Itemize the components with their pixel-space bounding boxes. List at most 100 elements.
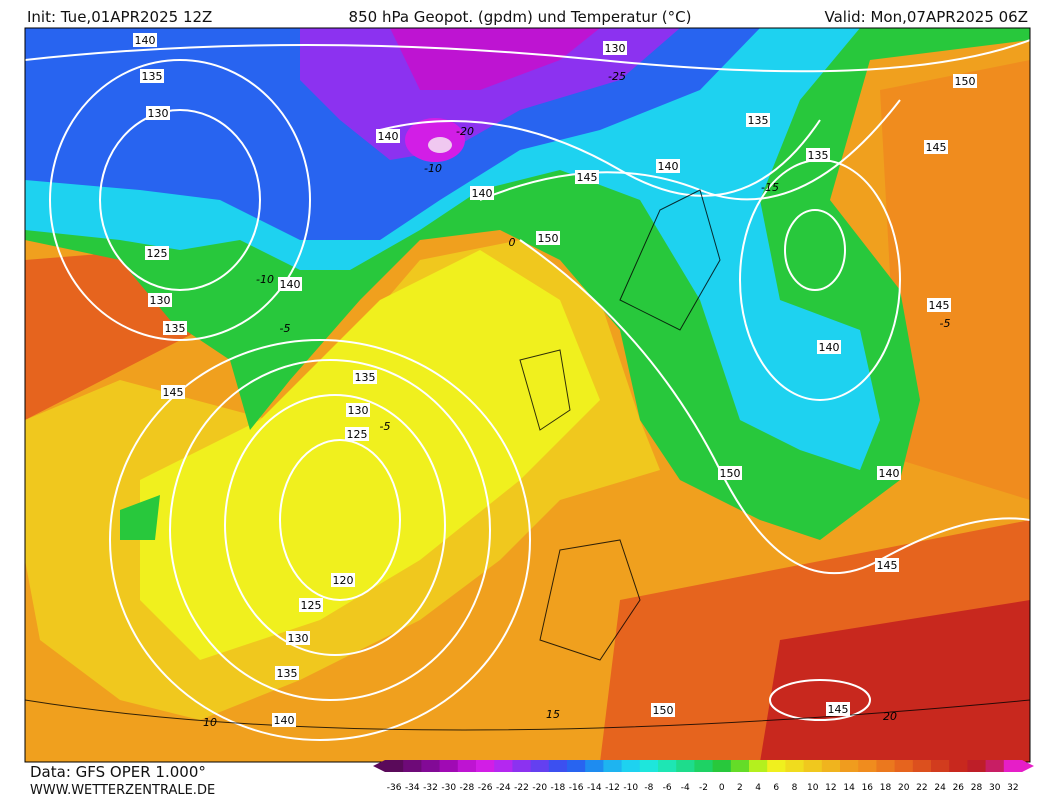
contour-label-box bbox=[875, 558, 899, 572]
temperature-label: -25 bbox=[608, 70, 626, 83]
geopotential-label: 130 bbox=[288, 632, 309, 645]
geopotential-label: 145 bbox=[163, 386, 184, 399]
colorbar-tick-label: 22 bbox=[916, 783, 927, 793]
colorbar-tick-label: -20 bbox=[532, 783, 547, 793]
contour-label-box bbox=[877, 466, 901, 480]
colorbar-tick-label: -16 bbox=[569, 783, 584, 793]
contour-label-box bbox=[140, 69, 164, 83]
colorbar-cell bbox=[749, 760, 768, 772]
colorbar-tick-label: 4 bbox=[755, 783, 761, 793]
colorbar-tick-label: 24 bbox=[934, 783, 946, 793]
colorbar-cell bbox=[385, 760, 404, 772]
colorbar-cell bbox=[512, 760, 532, 772]
geopotential-label: 140 bbox=[378, 130, 399, 143]
contour-label-box bbox=[145, 246, 169, 260]
init-time: Init: Tue,01APR2025 12Z bbox=[27, 8, 212, 26]
colorbar-tick-label: 16 bbox=[862, 783, 874, 793]
temperature-label: -20 bbox=[456, 125, 474, 138]
contour-label-box bbox=[275, 666, 299, 680]
colorbar-tick-label: -34 bbox=[405, 783, 420, 793]
geopotential-label: 135 bbox=[748, 114, 769, 127]
contour-label-box bbox=[353, 370, 377, 384]
geopotential-label: 140 bbox=[819, 341, 840, 354]
colorbar-tick-label: -14 bbox=[587, 783, 602, 793]
colorbar-tick-label: -22 bbox=[514, 783, 529, 793]
contour-label-box bbox=[133, 33, 157, 47]
geopotential-label: 140 bbox=[280, 278, 301, 291]
geopotential-label: 130 bbox=[348, 404, 369, 417]
colorbar-cell bbox=[530, 760, 550, 772]
geopotential-label: 125 bbox=[147, 247, 168, 260]
contour-label-box bbox=[806, 148, 830, 162]
colorbar-cell bbox=[912, 760, 932, 772]
colorbar-cell bbox=[457, 760, 477, 772]
colorbar-tick-label: 0 bbox=[719, 783, 725, 793]
geopotential-label: 140 bbox=[658, 160, 679, 173]
geopotential-label: 150 bbox=[538, 232, 559, 245]
website: WWW.WETTERZENTRALE.DE bbox=[30, 783, 215, 798]
colorbar-cell bbox=[585, 760, 604, 772]
colorbar-tick-label: -12 bbox=[605, 783, 620, 793]
geopotential-label: 130 bbox=[148, 107, 169, 120]
colorbar-tick-label: -28 bbox=[460, 783, 475, 793]
contour-label-box bbox=[924, 140, 948, 154]
geopotential-label: 145 bbox=[929, 299, 950, 312]
geopotential-label: 135 bbox=[355, 371, 376, 384]
colorbar-tick-label: 28 bbox=[971, 783, 983, 793]
contour-label-box bbox=[817, 340, 841, 354]
geopotential-label: 145 bbox=[926, 141, 947, 154]
colorbar-cell bbox=[403, 760, 422, 772]
colorbar-arrow-left bbox=[373, 760, 385, 772]
colorbar-cell bbox=[548, 760, 568, 772]
colorbar-tick-label: 6 bbox=[773, 783, 779, 793]
colorbar-tick-label: -36 bbox=[387, 783, 402, 793]
temperature-label: 20 bbox=[883, 710, 897, 723]
colorbar-tick-label: 26 bbox=[953, 783, 965, 793]
contour-label-box bbox=[272, 713, 296, 727]
colorbar-tick-label: -18 bbox=[551, 783, 566, 793]
colorbar-cell bbox=[694, 760, 714, 772]
colorbar-tick-label: 8 bbox=[792, 783, 798, 793]
colorbar-tick-label: -32 bbox=[423, 783, 438, 793]
colorbar-tick-label: 30 bbox=[989, 783, 1001, 793]
colorbar-tick-label: -30 bbox=[441, 783, 456, 793]
geopotential-label: 130 bbox=[605, 42, 626, 55]
colorbar-cell bbox=[894, 760, 914, 772]
colorbar-arrow-right bbox=[1022, 760, 1034, 772]
colorbar-cell bbox=[439, 760, 459, 772]
contour-label-box bbox=[278, 277, 302, 291]
temperature-label: 10 bbox=[203, 716, 217, 729]
geopotential-label: 125 bbox=[347, 428, 368, 441]
contour-label-box bbox=[346, 403, 370, 417]
contour-label-box bbox=[376, 129, 400, 143]
geopotential-label: 140 bbox=[274, 714, 295, 727]
colorbar-tick-label: 2 bbox=[737, 783, 743, 793]
temperature-label: -5 bbox=[940, 317, 951, 330]
contour-label-box bbox=[161, 385, 185, 399]
geopotential-label: 135 bbox=[808, 149, 829, 162]
contour-label-box bbox=[746, 113, 770, 127]
geopotential-label: 150 bbox=[955, 75, 976, 88]
valid-time: Valid: Mon,07APR2025 06Z bbox=[825, 8, 1028, 26]
colorbar-cell bbox=[785, 760, 805, 772]
map-title: 850 hPa Geopot. (gpdm) und Temperatur (°… bbox=[349, 8, 692, 26]
contour-label-box bbox=[656, 159, 680, 173]
contour-label-box bbox=[146, 106, 170, 120]
colorbar-cell bbox=[603, 760, 623, 772]
temperature-label: -15 bbox=[761, 181, 779, 194]
colorbar-tick-label: 20 bbox=[898, 783, 910, 793]
colorbar-cell bbox=[712, 760, 732, 772]
geopotential-label: 120 bbox=[333, 574, 354, 587]
colorbar: -36 -34 -32 -30 -28 -26 -24 -22 -20 -18 -16 -14 -12-… bbox=[373, 760, 1034, 793]
geopotential-label: 145 bbox=[828, 703, 849, 716]
geopotential-label: 145 bbox=[577, 171, 598, 184]
colorbar-tick-label: 32 bbox=[1007, 783, 1018, 793]
colorbar-tick-label: 10 bbox=[807, 783, 819, 793]
colorbar-cell bbox=[876, 760, 896, 772]
colorbar-tick-label: -6 bbox=[663, 783, 672, 793]
colorbar-cell bbox=[985, 760, 1005, 772]
map-labels: 140 135 130 125 130 135 145 140 140 140 145 140 150 1… bbox=[133, 33, 977, 729]
colorbar-cell bbox=[658, 760, 677, 772]
contour-label-box bbox=[470, 186, 494, 200]
colorbar-cell bbox=[639, 760, 659, 772]
